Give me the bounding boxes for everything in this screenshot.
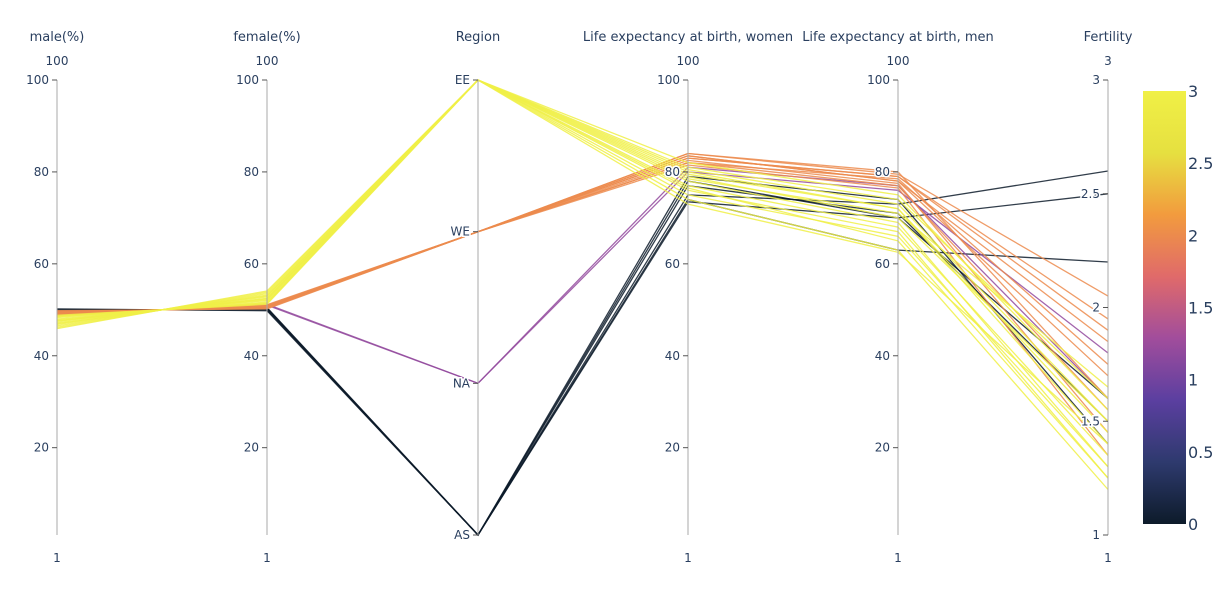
- colorbar-tick-label: 1: [1188, 371, 1198, 390]
- tick-label: 60: [34, 257, 49, 271]
- axis: male(%) 100 1 20 40 60 80 100: [25, 30, 85, 565]
- tick-label: 40: [244, 349, 259, 363]
- tick-label: 3: [1092, 73, 1100, 87]
- colorbar-tick-label: 2: [1188, 226, 1198, 245]
- tick-label: WE: [451, 225, 470, 239]
- data-lines: [56, 79, 1109, 537]
- axes: male(%) 100 1 20 40 60 80 100 female(%) 100 1 20 40 6…: [25, 30, 1133, 565]
- axis: Region AS NA WE EE: [449, 30, 501, 544]
- tick-label: 1.5: [1081, 414, 1100, 428]
- tick-label: NA: [453, 376, 471, 390]
- tick-label: EE: [455, 73, 470, 87]
- tick-label: 60: [665, 257, 680, 271]
- axis-range-min: 1: [263, 551, 271, 565]
- colorbar-tick-label: 2.5: [1188, 154, 1213, 173]
- data-line: [56, 162, 1109, 411]
- data-line: [56, 79, 1109, 422]
- data-line: [56, 159, 1109, 434]
- tick-label: 60: [875, 257, 890, 271]
- tick-label: 80: [34, 165, 49, 179]
- tick-label: 100: [657, 73, 680, 87]
- axis-range-min: 1: [1104, 551, 1112, 565]
- tick-label: 60: [244, 257, 259, 271]
- tick-label: 40: [34, 349, 49, 363]
- data-line: [56, 155, 1109, 377]
- axis: Fertility 3 11 1.5 2 2.5 3: [1079, 30, 1133, 565]
- colorbar: 0 0.5 1 1.5 2 2.5 3: [1143, 82, 1213, 534]
- axis-title: male(%): [30, 30, 85, 45]
- tick-label: 100: [236, 73, 259, 87]
- data-line: [56, 152, 1109, 312]
- axis-title: Fertility: [1084, 30, 1133, 45]
- data-line: [56, 79, 1109, 411]
- axis-range-max: 100: [46, 54, 69, 68]
- axis-range-max: 3: [1104, 54, 1112, 68]
- data-line: [56, 171, 1109, 385]
- data-line: [56, 79, 1109, 490]
- tick-label: 40: [875, 349, 890, 363]
- colorbar-tick-label: 0.5: [1188, 443, 1213, 462]
- colorbar-tick-label: 0: [1188, 515, 1198, 534]
- data-line: [56, 79, 1109, 388]
- axis-range-min: 1: [684, 551, 692, 565]
- axis-title: female(%): [233, 30, 300, 45]
- tick-label: 100: [26, 73, 49, 87]
- tick-label: 20: [665, 441, 680, 455]
- tick-label: 20: [34, 441, 49, 455]
- tick-label: AS: [454, 528, 470, 542]
- axis-range-max: 100: [887, 54, 910, 68]
- axis-range-max: 100: [256, 54, 279, 68]
- tick-label: 80: [665, 165, 680, 179]
- tick-label: 2: [1092, 301, 1100, 315]
- axis-range-min: 1: [894, 551, 902, 565]
- axis: Life expectancy at birth, women 100 1 20 40 6…: [583, 30, 793, 565]
- axis-range-min: 1: [53, 551, 61, 565]
- axis: female(%) 100 1 20 40 60 80 100: [233, 30, 300, 565]
- data-line: [56, 79, 1109, 468]
- axis-range-max: 100: [677, 54, 700, 68]
- axis-title: Life expectancy at birth, women: [583, 30, 793, 45]
- colorbar-gradient: [1143, 91, 1186, 524]
- tick-label: 100: [867, 73, 890, 87]
- colorbar-tick-label: 3: [1188, 82, 1198, 101]
- axis-title: Life expectancy at birth, men: [802, 30, 994, 45]
- tick-label: 20: [875, 441, 890, 455]
- axis: Life expectancy at birth, men 100 1 20 40 60 8…: [802, 30, 994, 565]
- data-line: [56, 79, 1109, 468]
- data-line: [56, 79, 1109, 445]
- data-line: [56, 79, 1109, 479]
- tick-label: 80: [244, 165, 259, 179]
- tick-label: 1: [1092, 528, 1100, 542]
- data-line: [56, 180, 1109, 537]
- colorbar-tick-label: 1.5: [1188, 299, 1213, 318]
- data-line: [56, 79, 1109, 399]
- tick-label: 2.5: [1081, 187, 1100, 201]
- tick-label: 20: [244, 441, 259, 455]
- tick-label: 80: [875, 165, 890, 179]
- axis-title: Region: [456, 30, 501, 45]
- tick-label: 40: [665, 349, 680, 363]
